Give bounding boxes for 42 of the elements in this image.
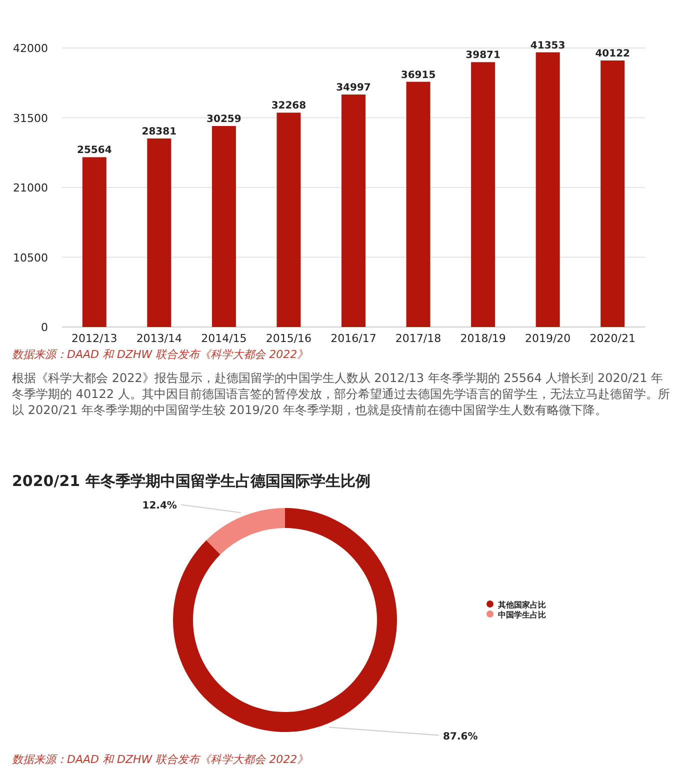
x-tick-label: 2019/20 [524, 332, 571, 345]
y-tick-label: 21000 [13, 182, 48, 194]
bar [82, 157, 106, 327]
bar [342, 94, 366, 327]
data-label: 28381 [142, 126, 177, 138]
chart-title: 2020/21 年冬季学期中国留学生占德国国际学生比例 [12, 472, 370, 491]
x-tick-label: 2018/19 [460, 332, 506, 345]
data-label: 32268 [271, 100, 306, 112]
legend-label: 其他国家占比 [497, 600, 546, 610]
legend-label: 中国学生占比 [498, 610, 546, 620]
text: 根据《科学大都会 2022》报告显示，赴德国留学的中国学生人数从 2012/13 年冬季学期的 25564 人增长到 2020/21 年冬季学期的 40122 人。其中因目前德国语言签的暂停发放，部分希望通过去德国先学语言的留学生，无法立马赴德留学。所以 2020/21 年冬季学期的中国留学生较 2019/20 年冬季学期，也就是疫情前在德中国留学生人数有略微下降。 [12, 370, 671, 418]
y-tick-label: 10500 [13, 251, 48, 264]
bar [600, 60, 625, 327]
bar [471, 62, 496, 327]
data-label: 34997 [336, 82, 371, 94]
x-tick-label: 2017/18 [395, 332, 442, 345]
bar [536, 52, 560, 327]
bar [406, 82, 430, 327]
source-note: 数据来源：DAAD 和 DZHW 联合发布《科学大都会 2022》 [12, 347, 308, 362]
data-label: 12.4% [142, 500, 177, 512]
x-tick-label: 2020/21 [590, 332, 636, 345]
bar [212, 126, 236, 327]
data-label: 39871 [466, 50, 500, 62]
data-label: 30259 [206, 114, 242, 125]
x-tick-label: 2012/13 [72, 332, 118, 345]
y-tick-label: 31500 [13, 112, 48, 125]
bar [147, 138, 172, 327]
donut-slice [206, 508, 285, 555]
source-note: 数据来源：DAAD 和 DZHW 联合发布《科学大都会 2022》 [12, 752, 308, 767]
donut-slice [173, 508, 397, 732]
data-label: 87.6% [443, 731, 478, 742]
x-tick-label: 2013/14 [136, 332, 182, 345]
y-tick-label: 0 [41, 321, 48, 334]
data-label: 36915 [400, 70, 436, 81]
x-tick-label: 2015/16 [266, 332, 312, 345]
y-tick-label: 42000 [13, 42, 48, 55]
x-tick-label: 2016/17 [330, 332, 376, 345]
data-label: 25564 [76, 145, 112, 156]
x-tick-label: 2014/15 [201, 332, 247, 345]
bar [276, 112, 301, 327]
data-label: 41353 [530, 40, 566, 52]
data-label: 40122 [595, 48, 630, 60]
